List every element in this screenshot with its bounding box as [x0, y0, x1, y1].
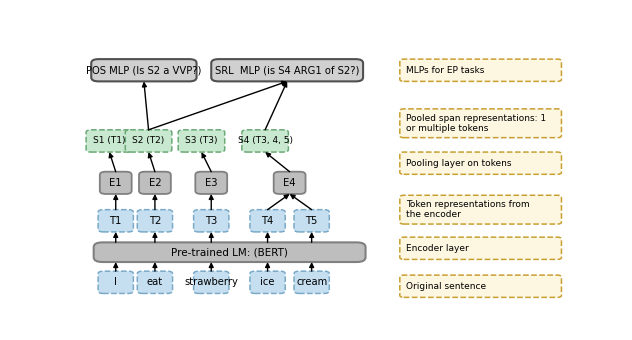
- FancyBboxPatch shape: [294, 210, 329, 232]
- Text: eat: eat: [147, 277, 163, 287]
- Text: E4: E4: [283, 178, 296, 188]
- Text: SRL  MLP (is S4 ARG1 of S2?): SRL MLP (is S4 ARG1 of S2?): [215, 65, 360, 75]
- FancyBboxPatch shape: [98, 271, 133, 293]
- FancyBboxPatch shape: [250, 210, 285, 232]
- Text: POS MLP (Is S2 a VVP?): POS MLP (Is S2 a VVP?): [86, 65, 202, 75]
- FancyBboxPatch shape: [178, 130, 225, 152]
- Text: T3: T3: [205, 216, 217, 226]
- Text: Encoder layer: Encoder layer: [406, 244, 468, 253]
- FancyBboxPatch shape: [195, 172, 227, 194]
- FancyBboxPatch shape: [193, 271, 229, 293]
- FancyBboxPatch shape: [400, 109, 561, 138]
- Text: Original sentence: Original sentence: [406, 282, 486, 291]
- FancyBboxPatch shape: [94, 242, 365, 262]
- Text: E3: E3: [205, 178, 217, 188]
- FancyBboxPatch shape: [400, 195, 561, 224]
- Text: E1: E1: [109, 178, 122, 188]
- Text: T4: T4: [262, 216, 274, 226]
- FancyBboxPatch shape: [211, 59, 363, 81]
- FancyBboxPatch shape: [98, 210, 133, 232]
- Text: Pooled span representations: 1
or multiple tokens: Pooled span representations: 1 or multip…: [406, 114, 546, 133]
- Text: MLPs for EP tasks: MLPs for EP tasks: [406, 66, 484, 75]
- Text: I: I: [114, 277, 117, 287]
- Text: E2: E2: [149, 178, 161, 188]
- Text: S2 (T2): S2 (T2): [133, 136, 165, 146]
- FancyBboxPatch shape: [100, 172, 131, 194]
- Text: Token representations from
the encoder: Token representations from the encoder: [406, 200, 530, 219]
- FancyBboxPatch shape: [137, 210, 173, 232]
- FancyBboxPatch shape: [91, 59, 197, 81]
- Text: Pooling layer on tokens: Pooling layer on tokens: [406, 159, 511, 168]
- Text: Pre-trained LM: (BERT): Pre-trained LM: (BERT): [171, 247, 288, 257]
- FancyBboxPatch shape: [400, 152, 561, 174]
- FancyBboxPatch shape: [400, 59, 561, 81]
- FancyBboxPatch shape: [274, 172, 305, 194]
- FancyBboxPatch shape: [137, 271, 173, 293]
- FancyBboxPatch shape: [125, 130, 172, 152]
- Text: ice: ice: [260, 277, 275, 287]
- FancyBboxPatch shape: [242, 130, 288, 152]
- Text: S4 (T3, 4, 5): S4 (T3, 4, 5): [238, 136, 293, 146]
- FancyBboxPatch shape: [294, 271, 329, 293]
- Text: T1: T1: [109, 216, 122, 226]
- Text: T2: T2: [149, 216, 161, 226]
- Text: cream: cream: [296, 277, 327, 287]
- FancyBboxPatch shape: [86, 130, 133, 152]
- FancyBboxPatch shape: [400, 275, 561, 298]
- Text: strawberry: strawberry: [185, 277, 238, 287]
- Text: S1 (T1): S1 (T1): [93, 136, 126, 146]
- Text: S3 (T3): S3 (T3): [185, 136, 217, 146]
- Text: T5: T5: [305, 216, 318, 226]
- FancyBboxPatch shape: [250, 271, 285, 293]
- FancyBboxPatch shape: [193, 210, 229, 232]
- FancyBboxPatch shape: [139, 172, 171, 194]
- FancyBboxPatch shape: [400, 237, 561, 259]
